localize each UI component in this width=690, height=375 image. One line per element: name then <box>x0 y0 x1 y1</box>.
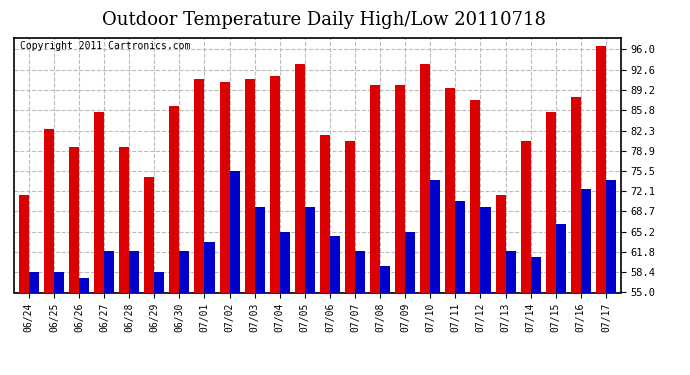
Bar <box>420 64 431 292</box>
Text: Copyright 2011 Cartronics.com: Copyright 2011 Cartronics.com <box>20 41 190 51</box>
Bar <box>395 85 405 292</box>
Bar <box>44 129 54 292</box>
Bar <box>355 251 365 292</box>
Bar <box>531 257 541 292</box>
Bar <box>405 232 415 292</box>
Bar <box>255 207 265 292</box>
Bar <box>506 251 515 292</box>
Bar <box>245 79 255 292</box>
Bar <box>370 85 380 292</box>
Bar <box>596 46 606 292</box>
Bar <box>581 189 591 292</box>
Bar <box>19 195 29 292</box>
Bar <box>230 171 239 292</box>
Bar <box>380 266 390 292</box>
Bar <box>94 112 104 292</box>
Bar <box>195 79 204 292</box>
Bar <box>54 272 64 292</box>
Bar <box>495 195 506 292</box>
Bar <box>204 242 215 292</box>
Bar <box>471 100 480 292</box>
Bar <box>320 135 330 292</box>
Bar <box>480 207 491 292</box>
Bar <box>129 251 139 292</box>
Bar <box>345 141 355 292</box>
Bar <box>330 236 340 292</box>
Bar <box>445 88 455 292</box>
Bar <box>104 251 114 292</box>
Bar <box>169 106 179 292</box>
Bar <box>219 82 230 292</box>
Bar <box>431 180 440 292</box>
Bar <box>571 97 581 292</box>
Bar <box>29 272 39 292</box>
Bar <box>521 141 531 292</box>
Bar <box>606 180 616 292</box>
Text: Outdoor Temperature Daily High/Low 20110718: Outdoor Temperature Daily High/Low 20110… <box>102 11 546 29</box>
Bar <box>279 232 290 292</box>
Bar <box>79 278 89 292</box>
Bar <box>69 147 79 292</box>
Bar <box>144 177 155 292</box>
Bar <box>155 272 164 292</box>
Bar <box>555 224 566 292</box>
Bar <box>179 251 190 292</box>
Bar <box>295 64 305 292</box>
Bar <box>546 112 555 292</box>
Bar <box>455 201 466 292</box>
Bar <box>119 147 129 292</box>
Bar <box>270 76 279 292</box>
Bar <box>305 207 315 292</box>
